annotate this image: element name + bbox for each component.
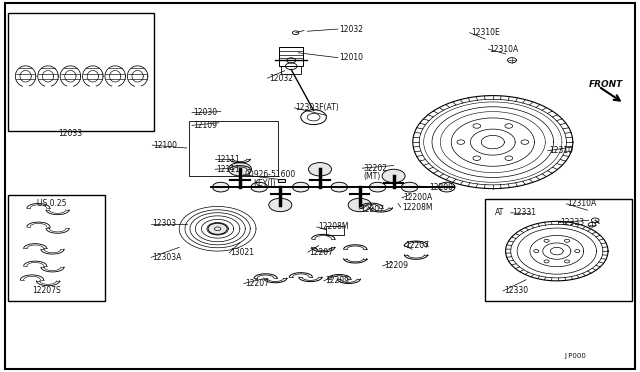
Circle shape: [401, 182, 418, 192]
Text: 12207: 12207: [309, 248, 333, 257]
Text: 12208M: 12208M: [402, 203, 433, 212]
Text: 12209: 12209: [325, 276, 349, 285]
Text: 12111: 12111: [216, 165, 240, 174]
Text: 12208M: 12208M: [318, 222, 349, 231]
Text: 12109: 12109: [193, 121, 218, 130]
Circle shape: [331, 182, 348, 192]
Text: 12207S: 12207S: [32, 286, 60, 295]
Text: 12207: 12207: [360, 205, 384, 214]
Circle shape: [292, 182, 309, 192]
Text: FRONT: FRONT: [589, 80, 623, 89]
Circle shape: [438, 182, 455, 192]
Bar: [8, 13, 154, 131]
Text: 32202: 32202: [364, 164, 388, 173]
Text: 12330: 12330: [504, 286, 529, 295]
Text: 12010: 12010: [339, 53, 364, 62]
Circle shape: [308, 163, 332, 176]
Text: 12207: 12207: [405, 241, 429, 250]
Circle shape: [212, 182, 229, 192]
Circle shape: [251, 182, 268, 192]
Bar: [485, 199, 632, 301]
Text: 13021: 13021: [230, 248, 254, 257]
Circle shape: [228, 163, 252, 176]
Text: 12331: 12331: [512, 208, 536, 217]
Text: US 0.25: US 0.25: [37, 199, 67, 208]
Circle shape: [382, 169, 405, 183]
Text: (MT): (MT): [364, 172, 381, 181]
Text: 12030: 12030: [193, 108, 218, 117]
Bar: [326, 226, 344, 235]
Text: 12032: 12032: [269, 74, 293, 83]
Text: KEY(I): KEY(I): [253, 179, 275, 187]
Text: 12303A: 12303A: [152, 253, 182, 262]
Bar: [279, 46, 303, 66]
Text: 12111: 12111: [216, 155, 240, 164]
Text: 12310A: 12310A: [490, 45, 519, 54]
Bar: [278, 179, 285, 182]
Text: 12310: 12310: [549, 146, 573, 155]
Text: 12333: 12333: [560, 218, 584, 227]
Text: AT: AT: [495, 208, 504, 217]
Text: 12310E: 12310E: [471, 28, 500, 37]
Text: 12200: 12200: [429, 183, 453, 192]
Text: 12209: 12209: [384, 262, 408, 270]
Bar: [281, 66, 301, 74]
Text: 12303: 12303: [152, 219, 177, 228]
Circle shape: [208, 223, 227, 234]
Bar: [189, 121, 278, 176]
Text: 12200A: 12200A: [403, 193, 433, 202]
Text: 12032: 12032: [339, 25, 364, 33]
Text: 12310A: 12310A: [568, 199, 597, 208]
Text: 12303F(AT): 12303F(AT): [296, 103, 339, 112]
Text: 12207: 12207: [245, 279, 269, 288]
Circle shape: [369, 182, 386, 192]
Text: J P000: J P000: [564, 353, 586, 359]
Circle shape: [348, 198, 371, 212]
Text: 00926-51600: 00926-51600: [244, 170, 296, 179]
Text: 12100: 12100: [154, 141, 178, 150]
Bar: [8, 195, 105, 301]
Text: 12033: 12033: [58, 129, 83, 138]
Circle shape: [269, 198, 292, 212]
